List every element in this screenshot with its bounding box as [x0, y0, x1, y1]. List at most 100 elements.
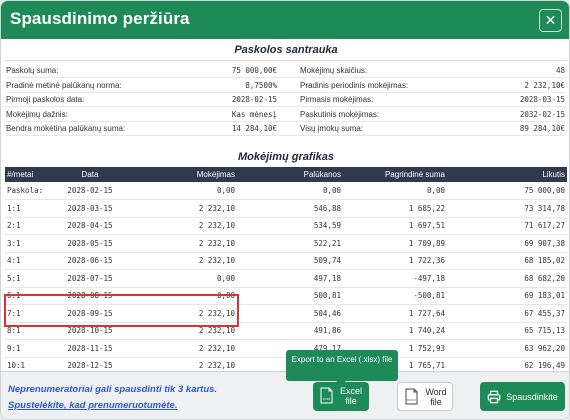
- table-cell: 2:1: [5, 217, 45, 235]
- table-row: 1:1 2028-03-15 2 232,10 546,88 1 685,22 73 31…: [5, 199, 567, 218]
- column-header[interactable]: Pagrindinė suma: [343, 167, 447, 182]
- table-cell: 0,00: [135, 182, 237, 200]
- table-cell: 497,18: [237, 269, 343, 288]
- table-cell: 1 685,22: [343, 199, 447, 218]
- word-file-icon: DOCX: [405, 388, 418, 405]
- table-row: 2:1 2028-04-15 2 232,10 534,59 1 697,51 71 61…: [5, 217, 567, 235]
- summary-label: Bendra mokėtina palūkanų suma:: [6, 124, 126, 134]
- table-cell: 8:1: [5, 322, 45, 340]
- table-cell: 2028-02-15: [45, 182, 135, 200]
- tooltip-text: Export to an Excel (.xlsx) file: [291, 355, 393, 364]
- row-divider: [6, 106, 566, 108]
- summary-value: 2028-02-15: [231, 95, 277, 105]
- schedule-title: Mokėjimų grafikas: [238, 151, 334, 163]
- table-cell: 65 715,13: [447, 322, 567, 340]
- summary-row: Mokėjimų dažnis: Kas mėnesį Paskutinis mok…: [6, 107, 566, 122]
- summary-label: Pirmasis mokėjimas:: [300, 95, 374, 105]
- column-header[interactable]: Data: [45, 167, 135, 182]
- summary-row: Paskolų suma: 75 000,00€ Mokėjimų skaičius…: [6, 63, 566, 78]
- export-excel-button[interactable]: XLSX Excel file: [313, 382, 369, 411]
- table-row: 5:1 2028-07-15 0,00 497,18 -497,18 68 682,20: [5, 269, 567, 288]
- table-cell: 0,00: [135, 269, 237, 288]
- summary-label: Pradinis periodinis mokėjimas:: [300, 80, 409, 90]
- table-cell: 67 455,37: [447, 304, 567, 323]
- payment-schedule-table: #/metai Data Mokėjimas Palūkanos Pagrindinė …: [5, 167, 567, 371]
- summary-row: Bendra mokėtina palūkanų suma: 14 284,10€…: [6, 121, 566, 137]
- row-divider: [6, 91, 566, 93]
- excel-button-label: Excel file: [339, 386, 362, 406]
- dialog-footer: Neprenumeratoriai gali spausdinti tik 3 …: [1, 371, 569, 419]
- table-row: 9:1 2028-11-15 2 232,10 479,17 1 752,93 63 96…: [5, 339, 567, 358]
- table-cell: 63 962,20: [447, 339, 567, 358]
- excel-tooltip: Export to an Excel (.xlsx) file: [286, 350, 398, 386]
- summary-value: Kas mėnesį: [231, 109, 277, 119]
- word-icon-text: DOCX: [407, 398, 416, 402]
- table-cell: 2 232,10: [135, 217, 237, 235]
- table-row: 4:1 2028-06-15 2 232,10 509,74 1 722,36 68 18…: [5, 252, 567, 270]
- excel-icon-text: XLSX: [323, 397, 331, 401]
- table-cell: 5:1: [5, 269, 45, 288]
- table-cell: -500,81: [343, 287, 447, 305]
- summary-value: 75 000,00€: [231, 66, 277, 75]
- table-cell: 3:1: [5, 234, 45, 253]
- table-cell: 69 183,01: [447, 287, 567, 305]
- table-cell: 0,00: [237, 182, 343, 200]
- summary-label: Mokėjimų skaičius:: [300, 66, 368, 75]
- table-cell: 2 232,10: [135, 304, 237, 323]
- export-word-button[interactable]: DOCX Word file: [397, 382, 453, 411]
- table-row: 7:1 2028-09-15 2 232,10 504,46 1 727,64 67 45…: [5, 304, 567, 323]
- table-row: 3:1 2028-05-15 2 232,10 522,21 1 709,89 69 90…: [5, 234, 567, 253]
- table-cell: 0,00: [135, 287, 237, 305]
- subscription-note: Neprenumeratoriai gali spausdinti tik 3 …: [8, 384, 218, 395]
- table-cell: 2028-05-15: [45, 234, 135, 253]
- row-divider: [6, 77, 566, 78]
- table-cell: 6:1: [5, 287, 45, 305]
- table-cell: 62 196,49: [447, 357, 567, 371]
- print-button-label: Spausdinkite: [506, 391, 558, 402]
- dialog-title: Spausdinimo peržiūra: [10, 9, 190, 28]
- column-header[interactable]: Palūkanos: [237, 167, 343, 182]
- summary-value: 2028-03-15: [519, 95, 565, 105]
- table-cell: 2028-04-15: [45, 217, 135, 235]
- table-cell: 71 617,27: [447, 217, 567, 235]
- summary-row: Pirmoji paskolos data: 2028-02-15 Pirmasis…: [6, 92, 566, 108]
- table-cell: 2 232,10: [135, 252, 237, 270]
- table-cell: 1 709,89: [343, 234, 447, 253]
- table-cell: 534,59: [237, 217, 343, 235]
- summary-value: 8,7500%: [245, 80, 277, 90]
- table-cell: 491,86: [237, 322, 343, 340]
- table-row: 8:1 2028-10-15 2 232,10 491,86 1 740,24 65 71…: [5, 322, 567, 340]
- column-header[interactable]: Mokėjimas: [135, 167, 237, 182]
- table-cell: 0,00: [343, 182, 447, 200]
- divider: [5, 60, 567, 61]
- table-cell: 2 232,10: [135, 199, 237, 218]
- printer-icon: [487, 390, 501, 403]
- table-cell: 68 682,20: [447, 269, 567, 288]
- print-preview-content: Paskolos santrauka Paskolų suma: 75 000,0…: [1, 39, 569, 371]
- table-cell: 2 232,10: [135, 322, 237, 340]
- close-button[interactable]: ✕: [539, 9, 562, 32]
- table-cell: 1:1: [5, 199, 45, 218]
- table-cell: 2 232,10: [135, 234, 237, 253]
- row-divider: [6, 135, 566, 137]
- table-cell: 2028-07-15: [45, 269, 135, 288]
- table-cell: 500,81: [237, 287, 343, 305]
- table-header-row: #/metai Data Mokėjimas Palūkanos Pagrindinė …: [5, 167, 567, 182]
- print-button[interactable]: Spausdinkite: [480, 382, 565, 411]
- table-cell: 1 722,36: [343, 252, 447, 270]
- summary-label: Visų įmokų suma:: [300, 124, 363, 134]
- table-cell: 2 232,10: [135, 339, 237, 358]
- table-cell: 504,46: [237, 304, 343, 323]
- table-cell: 4:1: [5, 252, 45, 270]
- table-cell: 68 185,02: [447, 252, 567, 270]
- summary-label: Paskolų suma:: [6, 66, 59, 75]
- table-cell: 2028-10-15: [45, 322, 135, 340]
- column-header[interactable]: Likutis: [447, 167, 567, 182]
- column-header[interactable]: #/metai: [5, 167, 45, 182]
- table-cell: 2028-08-15: [45, 287, 135, 305]
- subscribe-link[interactable]: Spustelėkite, kad prenumeruotumėte.: [8, 400, 178, 411]
- table-cell: 2028-12-15: [45, 357, 135, 371]
- table-cell: 2 232,10: [135, 357, 237, 371]
- loan-summary-title: Paskolos santrauka: [234, 44, 338, 56]
- table-cell: 546,88: [237, 199, 343, 218]
